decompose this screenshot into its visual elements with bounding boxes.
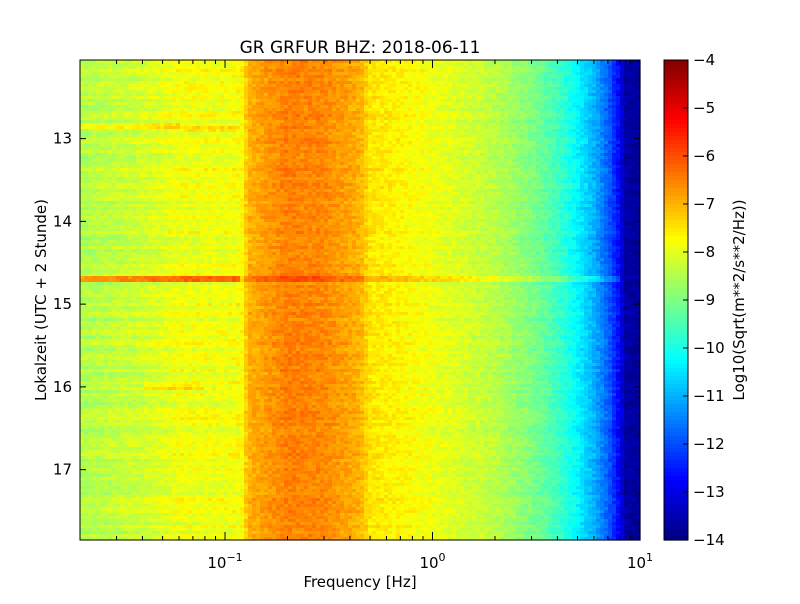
heatmap [80, 60, 641, 541]
chart-title: GR GRFUR BHZ: 2018-06-11 [240, 38, 481, 58]
